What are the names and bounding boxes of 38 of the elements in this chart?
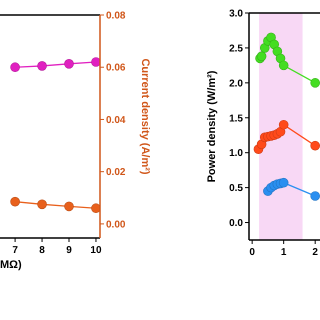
y2-tick-label: 0.00 [106,219,126,230]
y2-tick-label: 0.02 [106,167,126,178]
x-tick-label: 2 [312,247,318,258]
point [310,140,320,151]
y2-tick-label: 0.06 [106,62,126,74]
x-tick-label: 1 [280,247,287,258]
point [10,62,20,72]
x-tick-label: 10 [90,245,102,256]
y2-tick-label: 0.08 [106,10,126,22]
x-tick-label: 8 [39,245,46,256]
x-tick-label: 9 [66,245,72,256]
y-tick-label: 0.0 [229,218,244,230]
point [269,40,280,50]
y-tick-label: 1.0 [229,148,244,160]
y-tick-label: 2.5 [229,43,244,54]
point [37,61,47,71]
point [37,200,47,210]
point [278,60,288,70]
point [91,203,100,214]
point [10,196,20,207]
x-tick-label: 7 [12,245,18,256]
x-tick-label: 0 [249,247,256,258]
y-tick-label: 3.0 [229,8,244,20]
point [278,178,288,188]
point [310,191,320,201]
y-axis-title: Power density (W/m²) [206,70,218,182]
point [64,59,74,69]
point [260,43,270,53]
x-axis-title: MΩ) [0,259,22,271]
point [64,202,74,212]
y-tick-label: 2.0 [229,78,244,90]
point [310,78,320,88]
y-tick-label: 1.5 [229,113,244,124]
point [278,120,288,130]
y2-tick-label: 0.04 [106,114,126,126]
y2-axis-title: Current density (A/m²) [139,58,151,175]
y-tick-label: 0.5 [229,183,244,194]
point [91,57,100,67]
